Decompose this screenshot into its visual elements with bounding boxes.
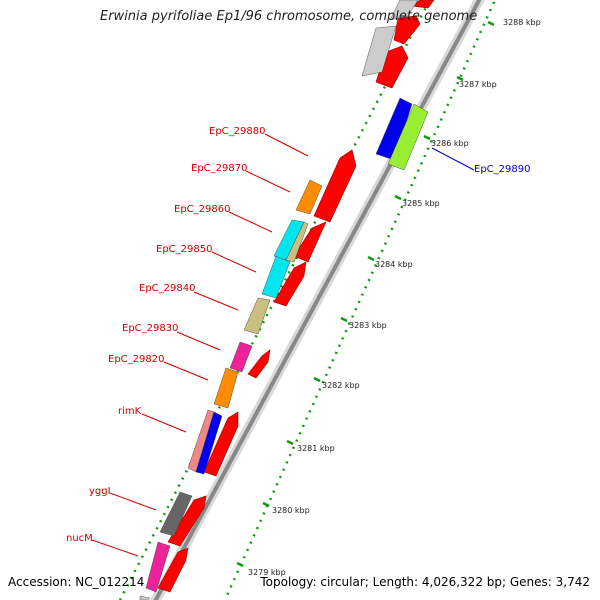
gene-block (139, 595, 151, 600)
gene-block (243, 297, 271, 335)
scale-label: 3282 kbp (322, 381, 360, 390)
gene-block (159, 491, 193, 537)
scale-label: 3288 kbp (503, 18, 541, 27)
topology-text: Topology: circular; Length: 4,026,322 bp… (260, 575, 590, 589)
gene-label: EpC_29850 (156, 244, 212, 255)
gene-block (229, 341, 253, 373)
label-leader-lines (91, 133, 475, 557)
scale-major-ticks (236, 20, 495, 568)
gene-label: EpC_29890 (474, 164, 530, 175)
cds-arrow (203, 411, 239, 477)
gene-label: yggI (89, 486, 111, 497)
cds-arrow (293, 221, 327, 263)
gene-label: EpC_29830 (122, 323, 178, 334)
gene-block (361, 25, 397, 77)
gene-label: EpC_29880 (209, 126, 265, 137)
gene-label: EpC_29870 (191, 163, 247, 174)
scale-label: 3280 kbp (272, 506, 310, 515)
genes-reverse-strand (139, 0, 429, 600)
gene-label: nucM (66, 533, 93, 544)
cds-forward-strand (157, 0, 435, 593)
gene-block (213, 367, 239, 409)
scale-label: 3286 kbp (431, 139, 469, 148)
scale-label: 3287 kbp (459, 80, 497, 89)
gene-block (295, 179, 323, 215)
scale-label: 3279 kbp (248, 568, 286, 577)
cds-arrow (157, 547, 189, 593)
gene-block (285, 221, 309, 263)
gene-labels: EpC_29880 EpC_29870 EpC_29860 EpC_29850 … (66, 126, 530, 544)
map-title: Erwinia pyrifoliae Ep1/96 chromosome, co… (100, 9, 478, 24)
gene-label: EpC_29840 (139, 283, 195, 294)
chromosome-backbone (150, 0, 485, 600)
gene-label: EpC_29820 (108, 354, 164, 365)
gene-block (195, 411, 223, 475)
accession-text: Accession: NC_012214 (8, 575, 145, 589)
gene-block (387, 103, 429, 171)
cds-arrow (393, 15, 421, 45)
cds-arrow (313, 149, 357, 223)
scale-label: 3283 kbp (349, 321, 387, 330)
cds-arrow (375, 45, 409, 89)
cds-arrow (273, 261, 307, 307)
scale-labels: 3288 kbp 3287 kbp 3286 kbp 3285 kbp 3284… (248, 18, 541, 577)
gene-block (145, 541, 171, 593)
gene-block (389, 0, 419, 21)
scale-dotted-ring (118, 0, 497, 600)
gene-label: EpC_29860 (174, 204, 230, 215)
gene-label: rimK (118, 406, 142, 417)
cds-arrow (247, 349, 271, 379)
scale-label: 3285 kbp (402, 199, 440, 208)
scale-label: 3281 kbp (297, 444, 335, 453)
gene-block (261, 255, 291, 299)
scale-label: 3284 kbp (375, 260, 413, 269)
